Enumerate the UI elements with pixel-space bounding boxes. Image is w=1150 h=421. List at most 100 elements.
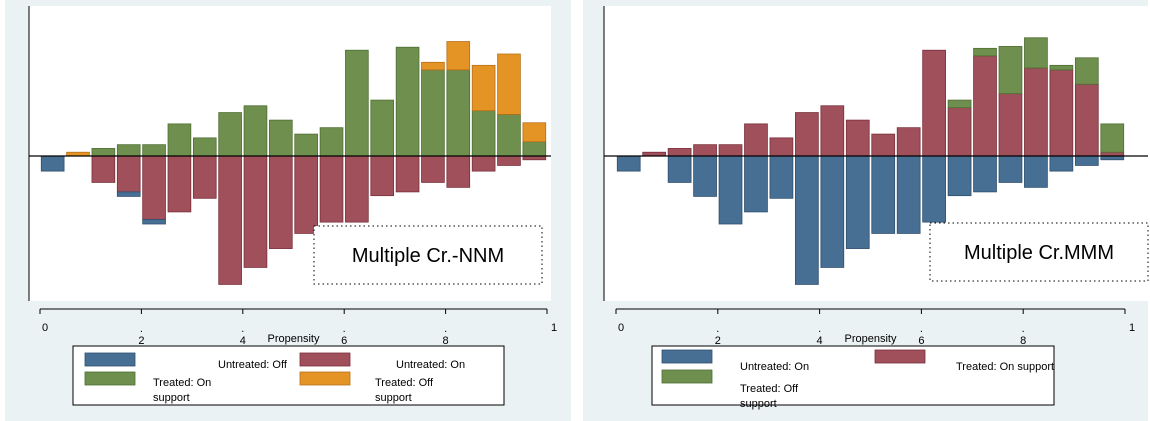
bar-untreated-off [845,155,870,249]
bar-untreated-on [370,155,395,197]
bar-treated-off [471,64,496,112]
x-tick-label: 0 [618,322,624,334]
bar-untreated-on [116,155,141,193]
bar-untreated-on [218,155,242,285]
legend-box [651,345,1055,406]
bar-treated-on [269,119,293,157]
bar-treated-off [446,41,471,71]
bar-untreated-on [693,144,717,157]
x-tick-label: 8 [443,335,449,347]
bar-untreated-off [116,191,141,197]
x-tick-label: 0 [42,322,48,334]
bar-treated-on [294,133,318,157]
bar-untreated-on [395,155,420,193]
x-tick-dot: . [241,323,244,335]
bar-treated-on [1049,64,1074,71]
bar-treated-off [522,122,547,143]
bar-treated-on [218,112,242,157]
bar-untreated-off [40,155,65,172]
bar-untreated-on [269,155,293,249]
bar-treated-on [395,46,420,157]
x-tick-dot: . [920,323,923,335]
bar-treated-on [243,105,268,157]
bar-treated-on [973,47,997,57]
x-tick-dot: . [140,323,143,335]
legend-label: Untreated: Off [218,359,288,371]
x-axis-label: Propensity [268,333,320,345]
annotation-text: Multiple Cr.-NNM [352,245,504,267]
bar-untreated-on [922,49,946,157]
bar-untreated-off [744,155,768,213]
bar-untreated-off [998,155,1023,183]
legend-swatch [84,371,136,386]
x-tick-dot: . [1022,323,1025,335]
bar-untreated-on [1074,83,1099,157]
bar-untreated-on [795,112,819,157]
legend-label: Treated: On support [956,361,1054,373]
bar-untreated-off [973,155,997,193]
x-tick-label: 2 [138,335,144,347]
legend-label: Treated: On support [153,377,211,404]
bar-treated-on [370,99,395,157]
x-tick-label: 6 [341,335,347,347]
bar-untreated-off [693,155,717,197]
bar-treated-on [1074,57,1099,85]
bar-untreated-on [471,155,496,172]
bar-untreated-off [616,155,641,172]
legend-label: Untreated: On [396,359,465,371]
legend-swatch [299,352,351,367]
bar-treated-on [947,99,972,109]
bar-untreated-on [192,155,217,199]
bar-untreated-on [947,107,972,157]
bar-untreated-on [167,155,192,213]
x-tick-label: 4 [240,335,246,347]
bar-untreated-on [744,123,768,157]
bar-treated-off [497,53,521,115]
bar-treated-off [421,61,445,71]
bar-treated-on [142,144,166,157]
bar-treated-on [167,123,192,157]
bar-treated-on [1100,123,1125,153]
bar-untreated-on [345,155,369,223]
bar-untreated-off [1049,155,1074,172]
bar-treated-on [497,114,521,157]
bar-untreated-off [896,155,921,234]
x-tick-dot: . [444,323,447,335]
bar-untreated-off [922,155,946,223]
x-tick-label: 8 [1020,335,1026,347]
legend: Untreated: On Treated: On support Treated:… [651,345,1055,410]
bar-treated-on [345,49,369,157]
legend-label: Untreated: On [740,361,809,373]
annotation-text: Multiple Cr.MMM [964,242,1114,264]
bar-untreated-off [1074,155,1099,166]
bar-untreated-off [871,155,896,234]
bar-untreated-on [497,155,521,166]
bar-untreated-on [973,55,997,157]
bar-untreated-off [795,155,819,285]
bar-untreated-on [142,155,166,220]
bar-treated-on [319,127,344,157]
legend-label: Treated: Off support [740,383,799,410]
legend-swatch [661,349,713,364]
bar-treated-on [522,141,547,157]
legend: Untreated: Off Untreated: On Treated: On su… [72,345,505,406]
bar-treated-on [192,137,217,157]
x-tick-label: 2 [715,335,721,347]
bar-treated-on [998,46,1023,95]
x-tick-label: 1 [1129,322,1135,334]
bar-untreated-off [718,155,743,225]
annotation-box [313,225,543,285]
bar-untreated-on [1024,67,1048,157]
bar-untreated-on [91,155,116,183]
bar-untreated-on [446,155,471,188]
legend-label: Treated: Off support [375,377,434,404]
bar-untreated-on [820,105,845,157]
bar-untreated-on [319,155,344,223]
bar-untreated-on [243,155,268,268]
bar-untreated-on [294,155,318,234]
legend-swatch [661,369,713,384]
bar-treated-on [471,110,496,157]
bar-untreated-on [421,155,445,183]
